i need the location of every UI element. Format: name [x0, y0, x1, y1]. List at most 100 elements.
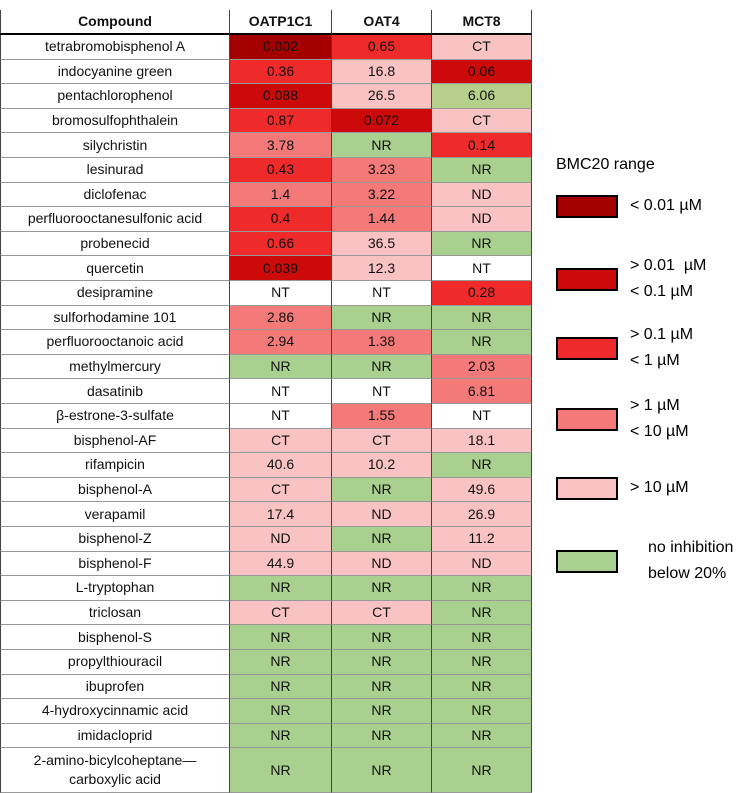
compound-name: ibuprofen — [0, 674, 230, 700]
compound-name: bromosulfophthalein — [0, 108, 230, 134]
value-cell: NR — [432, 650, 532, 675]
value-cell: NT — [332, 379, 432, 404]
value-cell: 0.4 — [230, 207, 332, 232]
value-cell: NR — [332, 527, 432, 552]
compound-name: L-tryptophan — [0, 576, 230, 601]
value-cell: 0.039 — [230, 256, 332, 281]
legend-label: > 0.01 µM — [630, 257, 707, 274]
value-cell: NR — [230, 699, 332, 724]
column-header: MCT8 — [432, 10, 532, 35]
compound-name: bisphenol-F — [0, 551, 230, 577]
value-cell: NR — [332, 625, 432, 650]
value-cell: 2.94 — [230, 330, 332, 355]
value-cell: NR — [432, 453, 532, 478]
value-cell: ND — [432, 182, 532, 208]
value-cell: NR — [332, 748, 432, 793]
value-cell: 3.23 — [332, 158, 432, 183]
legend-label: below 20% — [648, 565, 727, 582]
value-cell: 26.9 — [432, 502, 532, 527]
compound-name: silychristin — [0, 133, 230, 158]
value-cell: 12.3 — [332, 256, 432, 281]
value-cell: 1.38 — [332, 330, 432, 355]
value-cell: NR — [230, 650, 332, 675]
value-cell: 0.28 — [432, 281, 532, 306]
value-cell: 1.44 — [332, 207, 432, 232]
value-cell: NR — [432, 305, 532, 331]
value-cell: 17.4 — [230, 502, 332, 527]
value-cell: CT — [432, 108, 532, 134]
compound-name: β-estrone-3-sulfate — [0, 404, 230, 429]
value-cell: NR — [332, 674, 432, 700]
legend-title: BMC20 range — [556, 156, 655, 173]
compound-name: indocyanine green — [0, 59, 230, 85]
value-cell: NR — [230, 625, 332, 650]
value-cell: 3.78 — [230, 133, 332, 158]
value-cell: CT — [230, 477, 332, 503]
legend-swatch — [556, 268, 618, 291]
compound-name: quercetin — [0, 256, 230, 281]
compound-name: verapamil — [0, 502, 230, 527]
compound-name: lesinurad — [0, 158, 230, 183]
value-cell: 1.55 — [332, 404, 432, 429]
legend-swatch — [556, 477, 618, 500]
value-cell: CT — [230, 600, 332, 626]
value-cell: NT — [230, 281, 332, 306]
compound-name: pentachlorophenol — [0, 84, 230, 109]
legend-label: < 1 µM — [630, 352, 680, 369]
value-cell: 49.6 — [432, 477, 532, 503]
value-cell: NR — [230, 576, 332, 601]
value-cell: 6.81 — [432, 379, 532, 404]
value-cell: 44.9 — [230, 551, 332, 577]
value-cell: NR — [230, 748, 332, 793]
value-cell: NR — [432, 158, 532, 183]
value-cell: ND — [230, 527, 332, 552]
value-cell: 6.06 — [432, 84, 532, 109]
value-cell: NR — [332, 723, 432, 749]
legend-swatch — [556, 408, 618, 431]
value-cell: NT — [332, 281, 432, 306]
value-cell: 0.66 — [230, 231, 332, 257]
compound-name: 2-amino-bicylcoheptane— carboxylic acid — [0, 748, 230, 793]
compound-name: tetrabromobisphenol A — [0, 35, 230, 60]
value-cell: 11.2 — [432, 527, 532, 552]
column-header: OAT4 — [332, 10, 432, 35]
value-cell: 0.14 — [432, 133, 532, 158]
value-cell: 2.03 — [432, 354, 532, 380]
value-cell: ND — [332, 502, 432, 527]
compound-name: imidacloprid — [0, 723, 230, 749]
compound-name: desipramine — [0, 281, 230, 306]
value-cell: NR — [432, 625, 532, 650]
legend-label: < 10 µM — [630, 423, 689, 440]
value-cell: CT — [230, 428, 332, 454]
value-cell: NR — [432, 231, 532, 257]
value-cell: ND — [432, 551, 532, 577]
value-cell: 2.86 — [230, 305, 332, 331]
compound-name: 4-hydroxycinnamic acid — [0, 699, 230, 724]
value-cell: NR — [230, 674, 332, 700]
value-cell: 36.5 — [332, 231, 432, 257]
compound-name: methylmercury — [0, 354, 230, 380]
legend-label: no inhibition — [648, 539, 734, 556]
compound-name: bisphenol-S — [0, 625, 230, 650]
value-cell: 0.87 — [230, 108, 332, 134]
compound-name: probenecid — [0, 231, 230, 257]
legend-swatch — [556, 337, 618, 360]
legend-swatch — [556, 195, 618, 218]
legend-label: < 0.01 µM — [630, 197, 702, 214]
value-cell: 0.06 — [432, 59, 532, 85]
compound-name: bisphenol-AF — [0, 428, 230, 454]
compound-name: dasatinib — [0, 379, 230, 404]
compound-name: perfluorooctanoic acid — [0, 330, 230, 355]
value-cell: 18.1 — [432, 428, 532, 454]
value-cell: 10.2 — [332, 453, 432, 478]
value-cell: NT — [230, 404, 332, 429]
value-cell: NT — [432, 256, 532, 281]
value-cell: 0.002 — [230, 35, 332, 60]
value-cell: 0.36 — [230, 59, 332, 85]
value-cell: NT — [230, 379, 332, 404]
value-cell: NR — [230, 723, 332, 749]
value-cell: NR — [332, 354, 432, 380]
compound-name: sulforhodamine 101 — [0, 305, 230, 331]
compound-name: diclofenac — [0, 182, 230, 208]
